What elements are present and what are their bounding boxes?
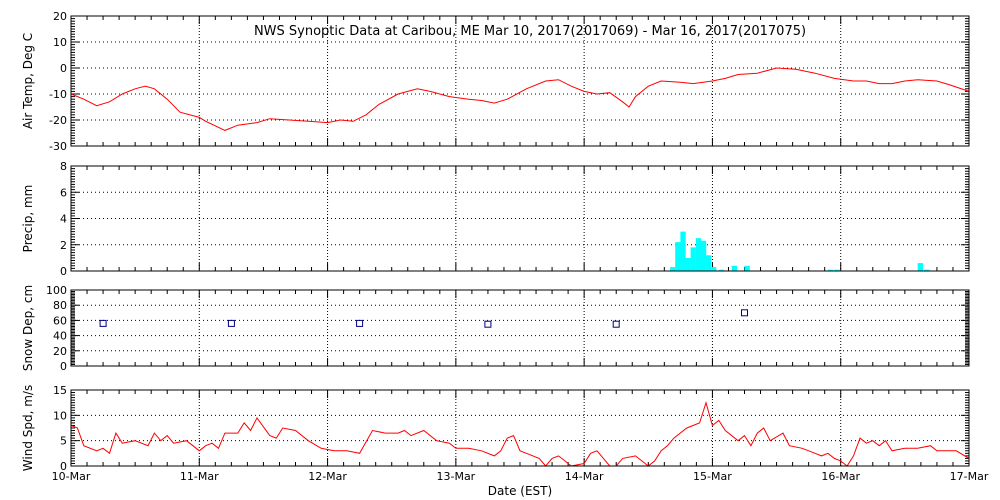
y-tick-label: 40: [53, 330, 67, 343]
y-tick-label: 0: [60, 62, 67, 75]
precip-bar: [834, 269, 840, 271]
precip-bar: [675, 242, 681, 271]
y-tick-label: 60: [53, 314, 67, 327]
x-axis-title: Date (EST): [488, 484, 552, 498]
y-tick-label: 20: [53, 10, 67, 23]
precip-bar: [695, 238, 702, 271]
y-tick-label: -10: [49, 88, 67, 101]
x-tick-label: 11-Mar: [180, 470, 219, 483]
y-tick-label: 0: [60, 460, 67, 473]
precip-bar: [711, 267, 717, 271]
x-tick-label: 12-Mar: [308, 470, 347, 483]
snow-point: [227, 319, 235, 327]
panel-frame: [70, 389, 970, 467]
series-line-wind: [70, 400, 970, 467]
y-tick-label: -20: [49, 114, 67, 127]
panel-frame: [70, 165, 970, 272]
precip-bar: [718, 269, 725, 271]
y-tick-label: 0: [60, 265, 67, 278]
snow-point: [484, 320, 492, 328]
precip-bar: [744, 265, 750, 272]
precip-bar: [917, 263, 923, 271]
snow-point: [356, 319, 364, 327]
y-axis-title-wind: Wind Spd, m/s: [21, 385, 35, 471]
y-tick-label: 10: [53, 36, 67, 49]
y-tick-label: 6: [60, 186, 67, 199]
precip-bar: [700, 240, 707, 271]
y-tick-label: 10: [53, 409, 67, 422]
y-axis-title-temp: Air Temp, Deg C: [21, 33, 35, 129]
precip-bar: [731, 265, 737, 272]
y-tick-label: 0: [60, 360, 67, 373]
precip-bar: [706, 255, 712, 272]
precip-bar: [827, 269, 834, 271]
y-axis-title-precip: Precip, mm: [21, 185, 35, 253]
y-tick-label: 80: [53, 299, 67, 312]
x-tick-label: 15-Mar: [693, 470, 732, 483]
panel-snow: 100 80 60 40 20 0 Snow Dep, cm: [21, 284, 970, 373]
panel-temp: 20 10 0 -10 -20 -30 Air Temp, Deg C: [21, 10, 970, 153]
snow-point: [99, 319, 107, 327]
y-tick-label: 4: [60, 213, 67, 226]
x-tick-label: 14-Mar: [565, 470, 604, 483]
panel-precip: 8 6 4 2 0 Precip, mm: [21, 160, 970, 278]
panel-frame: [70, 15, 970, 147]
x-tick-label: 17-Mar: [950, 470, 989, 483]
y-tick-label: 5: [60, 435, 67, 448]
y-tick-label: 15: [53, 384, 67, 397]
precip-bar: [685, 257, 691, 271]
series-line-temp: [70, 67, 970, 131]
y-axis-title-snow: Snow Dep, cm: [21, 285, 35, 371]
x-tick-label: 10-Mar: [52, 470, 91, 483]
precip-bar: [690, 247, 696, 271]
y-tick-label: 8: [60, 160, 67, 173]
snow-point: [741, 309, 748, 317]
x-tick-label: 16-Mar: [821, 470, 860, 483]
panel-wind: 15 10 5 0 Wind Spd, m/s: [21, 384, 970, 473]
precip-bar: [924, 269, 930, 271]
chart-title: NWS Synoptic Data at Caribou, ME Mar 10,…: [254, 24, 806, 39]
precip-bar: [680, 231, 686, 271]
y-tick-label: 20: [53, 345, 67, 358]
y-tick-label: 2: [60, 239, 67, 252]
snow-point: [612, 320, 620, 328]
panel-frame: [70, 289, 970, 367]
precip-bar: [670, 267, 676, 271]
y-tick-label: 100: [46, 284, 67, 297]
y-tick-label: -30: [49, 140, 67, 153]
x-tick-label: 13-Mar: [436, 470, 475, 483]
